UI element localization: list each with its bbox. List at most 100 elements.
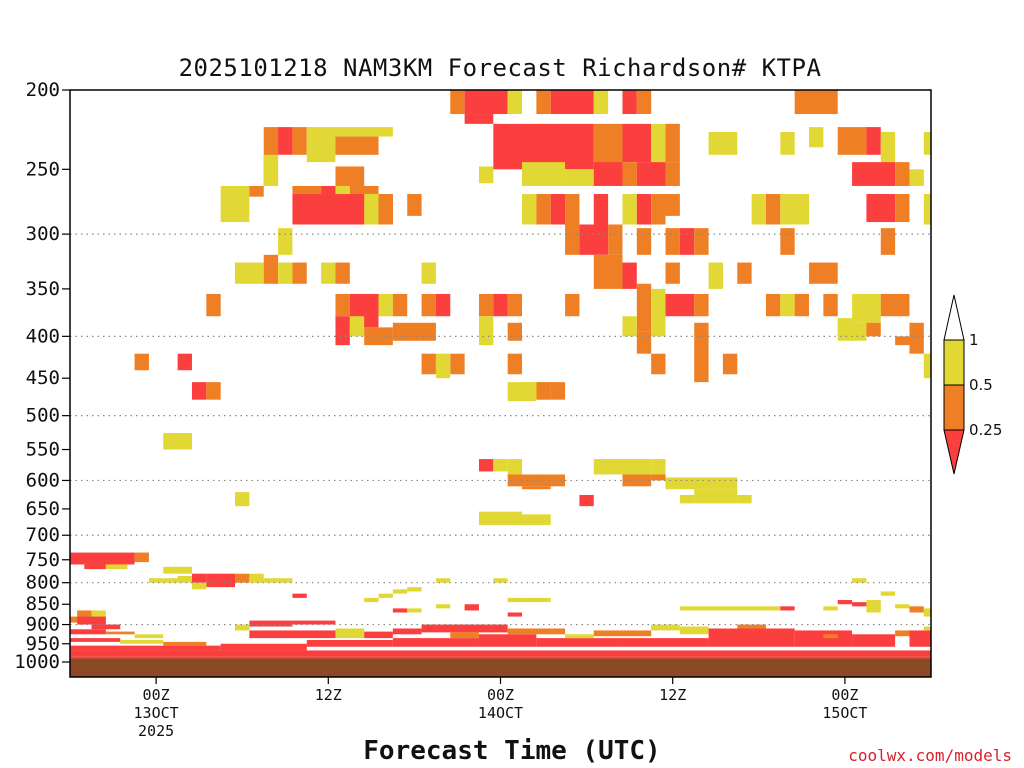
ri-cell — [823, 606, 838, 611]
ri-cell — [608, 224, 623, 255]
ri-cell — [622, 316, 637, 337]
ri-cell — [852, 602, 867, 607]
ri-cell — [249, 620, 293, 627]
ri-cell — [636, 283, 652, 332]
ri-cell — [895, 194, 910, 223]
x-tick-label: 2025 — [138, 722, 174, 740]
ri-cell — [593, 254, 623, 289]
ri-cell — [349, 185, 379, 195]
ri-cell — [493, 123, 594, 170]
ri-cell — [636, 331, 652, 354]
ri-cell — [651, 194, 666, 225]
ri-cell — [292, 593, 307, 598]
ri-cell — [407, 194, 422, 216]
ri-cell — [249, 185, 264, 197]
ri-cell — [765, 606, 781, 611]
ri-cell — [335, 136, 379, 155]
ri-cell — [70, 638, 121, 642]
ri-cell — [507, 628, 566, 635]
x-tick-label: 12Z — [659, 686, 686, 704]
y-tick-label: 400 — [26, 325, 60, 347]
ri-cell — [70, 650, 931, 657]
ri-cell — [579, 224, 609, 255]
ri-cell — [493, 293, 508, 317]
ri-cell — [823, 634, 838, 639]
ri-cell — [134, 552, 149, 563]
ri-cell — [191, 582, 207, 590]
ri-cell — [565, 224, 580, 255]
ri-cell — [378, 293, 393, 317]
ri-cell — [765, 293, 781, 317]
ri-cell — [392, 322, 436, 341]
ri-cell — [622, 638, 709, 647]
ri-cell — [392, 628, 422, 635]
ri-cell — [493, 459, 508, 472]
ri-cell — [679, 228, 695, 255]
x-tick-label: 00Z — [487, 686, 514, 704]
ri-cell — [206, 293, 221, 317]
ri-cell — [335, 293, 350, 317]
ri-cell — [163, 566, 192, 574]
ri-cell — [866, 600, 881, 613]
ri-cell — [708, 131, 738, 155]
y-axis-ticks: 200 250 300 350 400 450 500 550 600 650 700 7508008… — [14, 79, 70, 673]
ri-cell — [292, 127, 307, 155]
ri-cell — [536, 638, 623, 647]
ri-cell — [622, 194, 637, 225]
ri-cell — [794, 293, 810, 317]
ri-cell — [780, 228, 795, 255]
ri-cell — [507, 353, 523, 375]
ri-cell — [206, 573, 236, 588]
ri-cell — [909, 630, 931, 647]
ri-cell — [191, 573, 207, 583]
ri-cell — [407, 608, 422, 613]
ri-cell — [651, 459, 666, 478]
ri-cell — [852, 162, 896, 186]
x-tick-label: 15OCT — [822, 704, 867, 722]
ri-cell — [550, 194, 566, 225]
y-tick-label: 750 — [26, 549, 60, 571]
ri-cell — [708, 262, 723, 289]
ri-cell — [364, 597, 379, 603]
ri-cell — [134, 353, 149, 371]
ri-cell — [852, 578, 867, 583]
ri-cell — [335, 262, 350, 284]
ri-cell — [751, 194, 766, 225]
ri-cell — [392, 638, 479, 647]
x-tick-label: 00Z — [831, 686, 858, 704]
legend-swatch — [943, 384, 965, 431]
ri-cell — [378, 593, 393, 598]
ri-cell — [77, 610, 92, 617]
ri-cell — [593, 194, 609, 225]
legend-swatch — [943, 339, 965, 386]
ri-cell — [478, 511, 523, 525]
ri-cell — [636, 228, 652, 255]
ri-cell — [593, 162, 623, 186]
ground-band — [70, 658, 931, 677]
ri-cell — [694, 228, 709, 255]
ri-cell — [837, 600, 853, 605]
ri-cell — [306, 127, 336, 163]
ri-cell — [450, 632, 479, 639]
ri-cell — [565, 634, 594, 639]
ri-cell — [665, 123, 680, 163]
legend-label: 0.5 — [969, 376, 993, 394]
ri-cell — [177, 353, 192, 371]
ri-cell — [665, 162, 680, 186]
ri-cell — [636, 162, 666, 186]
ri-cell — [522, 486, 551, 490]
ri-cell — [235, 624, 250, 631]
ri-cell — [593, 630, 652, 637]
ri-cell — [565, 194, 580, 225]
ri-cell — [220, 643, 307, 651]
y-tick-label: 300 — [26, 223, 60, 245]
ri-cell — [235, 262, 264, 284]
y-tick-label: 800 — [26, 572, 60, 594]
ri-cell — [507, 612, 523, 617]
ri-cell — [679, 626, 709, 635]
ri-cell — [895, 604, 910, 609]
legend-swatch-top — [943, 294, 965, 341]
ri-cell — [249, 573, 264, 583]
